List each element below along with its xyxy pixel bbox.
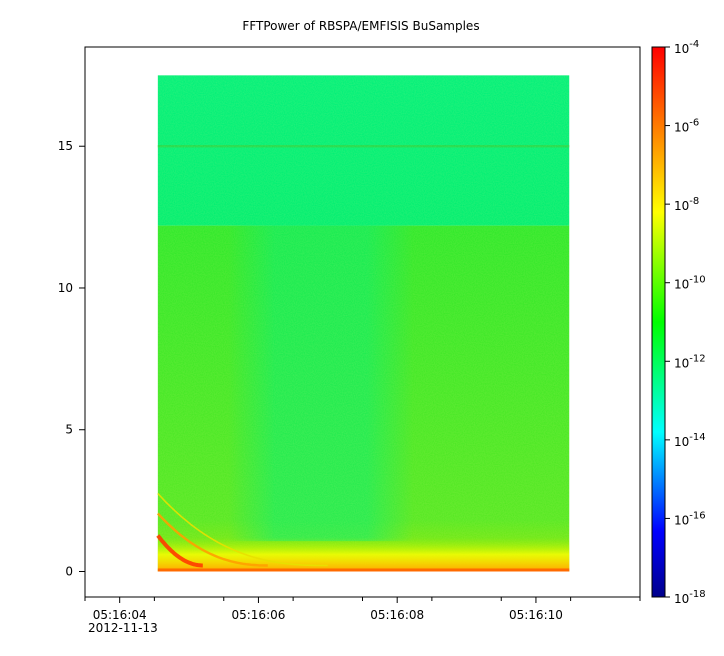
colorbar-tick-label: 10-10 [674, 275, 706, 292]
y-tick-label: 15 [58, 139, 73, 153]
spectrogram-image [156, 75, 570, 572]
colorbar-tick-label: 10-8 [674, 196, 699, 213]
y-axis: 0 5 10 15 [58, 139, 85, 578]
colorbar-tick-label: 10-4 [674, 39, 699, 56]
x-tick-label: 05:16:10 [509, 608, 563, 622]
colorbar-tick-label: 10-16 [674, 510, 706, 527]
x-tick-label: 05:16:06 [231, 608, 285, 622]
colorbar-axis: 10-4 10-6 10-8 10-10 10-12 10-14 10-16 10-18 [665, 39, 706, 606]
colorbar-tick-label: 10-18 [674, 589, 706, 606]
x-axis: 05:16:04 05:16:06 05:16:08 05:16:10 [84, 597, 641, 622]
colorbar-tick-label: 10-14 [674, 432, 706, 449]
colorbar [651, 46, 666, 598]
y-tick-label: 0 [65, 564, 73, 578]
y-tick-label: 10 [58, 281, 73, 295]
colorbar-tick-label: 10-12 [674, 353, 706, 370]
x-tick-label: 05:16:04 [93, 608, 147, 622]
colorbar-tick-label: 10-6 [674, 118, 699, 135]
y-tick-label: 5 [65, 423, 73, 437]
x-axis-date-label: 2012-11-13 [88, 621, 158, 635]
x-tick-label: 05:16:08 [370, 608, 424, 622]
chart-title: FFTPower of RBSPA/EMFISIS BuSamples [242, 19, 479, 33]
